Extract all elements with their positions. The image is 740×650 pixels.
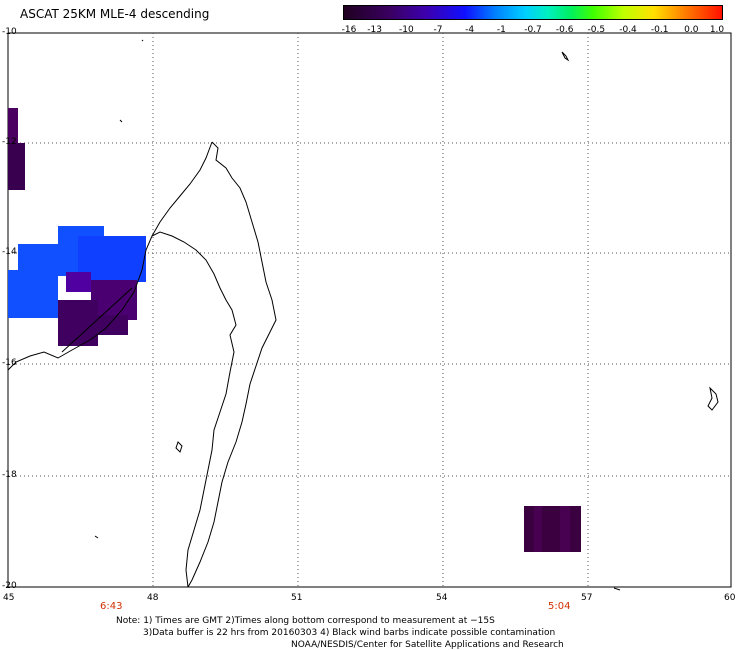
lat-label-16: -16 <box>2 358 17 368</box>
colorbar-label: -16 <box>341 25 357 35</box>
colorbar-label: 0.0 <box>684 25 699 35</box>
colorbar-label: -1 <box>496 25 506 35</box>
colorbar-label: -0.7 <box>524 25 542 35</box>
lat-label-18: -18 <box>2 470 17 480</box>
note-line-3: NOAA/NESDIS/Center for Satellite Applica… <box>291 640 564 650</box>
note-line-2: 3)Data buffer is 22 hrs from 20160303 4)… <box>143 628 556 638</box>
colorbar-label: -7 <box>433 25 443 35</box>
lon-label-45: 45 <box>3 593 15 603</box>
data-swath-left <box>8 108 146 346</box>
colorbar-label: -0.4 <box>619 25 637 35</box>
islands <box>94 39 719 591</box>
coastline-madagascar <box>7 141 277 588</box>
wind-barb-line <box>61 287 133 353</box>
lon-label-60: 60 <box>724 593 736 603</box>
colorbar-label: -0.5 <box>587 25 606 35</box>
colorbar-label: -10 <box>398 25 414 35</box>
lon-label-57: 57 <box>581 593 593 603</box>
data-swath-right <box>524 506 581 552</box>
note-line-1: Note: 1) Times are GMT 2)Times along bot… <box>116 616 495 626</box>
lon-label-48: 48 <box>147 593 159 603</box>
time-label-right: 5:04 <box>548 601 571 612</box>
map-title: ASCAT 25KM MLE-4 descending <box>20 7 210 21</box>
lat-label-14: -14 <box>2 247 17 257</box>
colorbar-label: 1.0 <box>709 25 725 35</box>
colorbar <box>343 5 723 20</box>
colorbar-label: -0.6 <box>555 25 574 35</box>
colorbar-label: -13 <box>367 25 383 35</box>
time-label-left: 6:43 <box>100 601 123 612</box>
lon-label-51: 51 <box>291 593 303 603</box>
lat-label-12: -12 <box>2 137 17 147</box>
lat-label-10: -10 <box>2 27 17 37</box>
lon-label-54: 54 <box>436 593 448 603</box>
colorbar-label: -4 <box>465 25 475 35</box>
colorbar-label: -0.1 <box>650 25 669 35</box>
lat-label-20: -20 <box>2 581 17 591</box>
